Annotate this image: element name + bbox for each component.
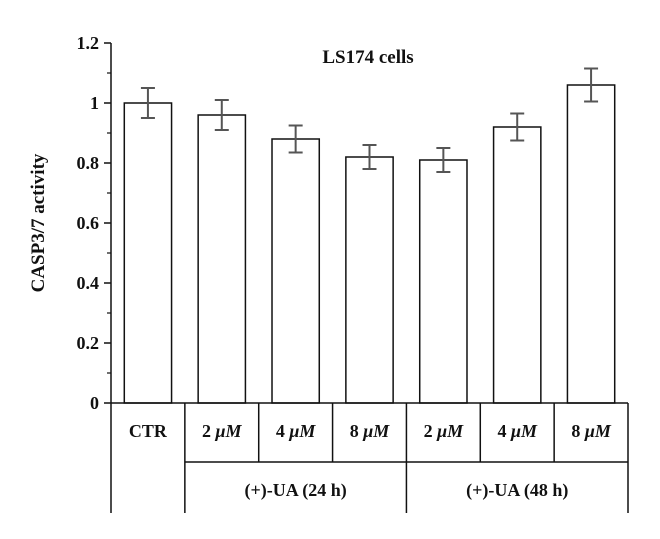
y-tick-label: 0.8 [77,153,100,173]
x-tick-label: 4 μM [276,421,317,441]
y-tick-label: 1.2 [77,33,100,53]
x-tick-label: 8 μM [571,421,612,441]
error-bar [436,147,451,173]
x-tick-label: 8 μM [350,421,391,441]
bar [271,138,321,404]
bar [197,114,247,404]
x-tick-label: 2 μM [202,421,243,441]
bar [123,102,173,404]
y-tick-label: 1 [90,93,99,113]
y-tick-label: 0.6 [77,213,100,233]
error-bar [362,144,377,170]
error-bar [140,87,155,119]
x-tick-label: 2 μM [424,421,465,441]
y-axis: 0 0.2 0.4 0.6 0.8 1 1.2 [77,33,112,413]
error-bar [214,99,229,131]
bar [566,84,616,404]
error-bar [584,67,599,103]
bar [418,159,468,404]
bar [345,156,394,404]
x-category-table: CTR 2 μM 4 μM 8 μM 2 μM 4 μM 8 μM (+)-UA (24 h)… [110,402,629,513]
x-tick-label: CTR [129,421,168,441]
x-group-label: (+)-UA (48 h) [466,480,568,501]
x-group-label: (+)-UA (24 h) [245,480,347,501]
y-tick-label: 0.2 [77,333,100,353]
error-bar [510,112,525,142]
bar [492,126,542,404]
x-tick-label: 4 μM [497,421,538,441]
error-bar [288,124,303,154]
y-tick-label: 0.4 [77,273,100,293]
y-tick-label: 0 [90,393,99,413]
chart-title: LS174 cells [322,47,413,68]
y-axis-label: CASP3/7 activity [28,153,49,292]
bar-series [123,84,616,404]
error-bar-series [140,67,599,173]
